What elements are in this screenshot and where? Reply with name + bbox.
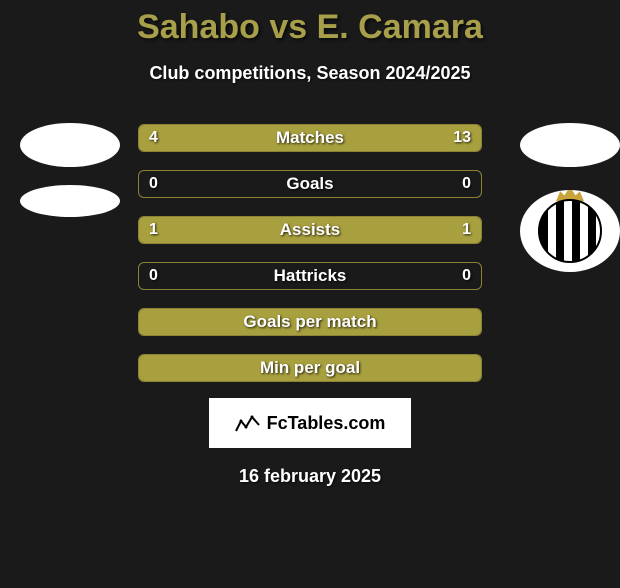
bar-fill-right [219, 125, 481, 151]
brand-bar[interactable]: FcTables.com [209, 398, 411, 448]
stat-label: Hattricks [274, 266, 347, 286]
stat-bar: Min per goal [138, 354, 482, 382]
stat-value-right: 13 [453, 129, 471, 147]
stat-bar: Goals 0 0 [138, 170, 482, 198]
stat-label: Assists [280, 220, 340, 240]
stat-value-right: 1 [462, 221, 471, 239]
stat-label: Goals per match [243, 312, 376, 332]
date-text: 16 february 2025 [10, 466, 610, 487]
stat-value-left: 4 [149, 129, 158, 147]
stat-value-right: 0 [462, 267, 471, 285]
brand-logo-icon [235, 413, 261, 433]
subtitle: Club competitions, Season 2024/2025 [10, 63, 610, 84]
stat-label: Min per goal [260, 358, 360, 378]
stat-value-left: 0 [149, 267, 158, 285]
stat-bar: Matches 4 13 [138, 124, 482, 152]
stat-bar: Hattricks 0 0 [138, 262, 482, 290]
brand-text: FcTables.com [267, 413, 386, 434]
stat-bar: Goals per match [138, 308, 482, 336]
stats-bars: Matches413Goals00Assists11Hattricks00Goa… [10, 124, 610, 382]
stat-label: Goals [286, 174, 333, 194]
stats-comparison-card: Sahabo vs E. Camara Club competitions, S… [0, 8, 620, 487]
stat-value-left: 0 [149, 175, 158, 193]
stat-value-left: 1 [149, 221, 158, 239]
stat-value-right: 0 [462, 175, 471, 193]
stat-label: Matches [276, 128, 344, 148]
page-title: Sahabo vs E. Camara [10, 8, 610, 47]
stat-bar: Assists 1 1 [138, 216, 482, 244]
